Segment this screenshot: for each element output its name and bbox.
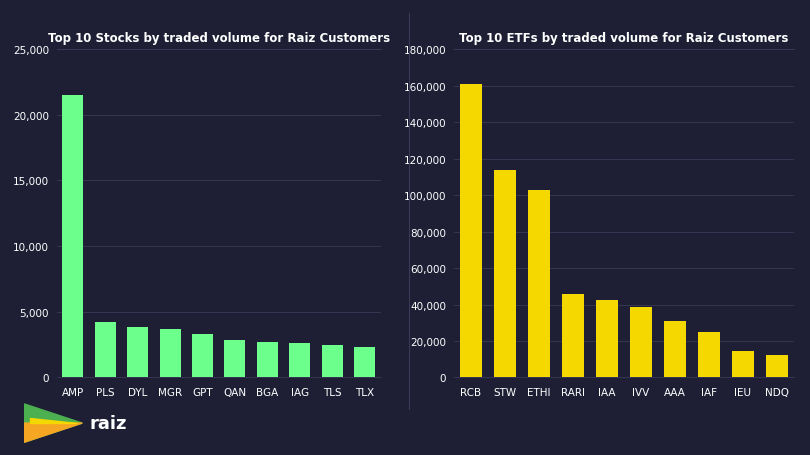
Text: raiz: raiz <box>90 414 127 432</box>
Bar <box>731 351 754 378</box>
Bar <box>62 96 83 378</box>
Polygon shape <box>29 418 77 423</box>
Bar <box>459 85 482 378</box>
Bar <box>257 342 278 378</box>
Bar <box>493 171 516 378</box>
Bar <box>629 308 652 378</box>
Bar <box>160 329 181 378</box>
Bar <box>354 348 375 378</box>
Bar <box>322 345 343 378</box>
Bar <box>527 190 550 378</box>
Polygon shape <box>24 404 83 442</box>
Bar <box>224 340 245 378</box>
Bar <box>595 300 618 378</box>
Title: Top 10 ETFs by traded volume for Raiz Customers: Top 10 ETFs by traded volume for Raiz Cu… <box>459 32 788 45</box>
Bar <box>697 332 720 378</box>
Bar <box>95 323 116 378</box>
Bar <box>289 343 310 378</box>
Bar <box>192 334 213 378</box>
Bar <box>127 327 148 378</box>
Bar <box>663 321 686 378</box>
Polygon shape <box>24 423 83 442</box>
Title: Top 10 Stocks by traded volume for Raiz Customers: Top 10 Stocks by traded volume for Raiz … <box>48 32 390 45</box>
Bar <box>765 355 788 378</box>
Bar <box>561 294 584 378</box>
